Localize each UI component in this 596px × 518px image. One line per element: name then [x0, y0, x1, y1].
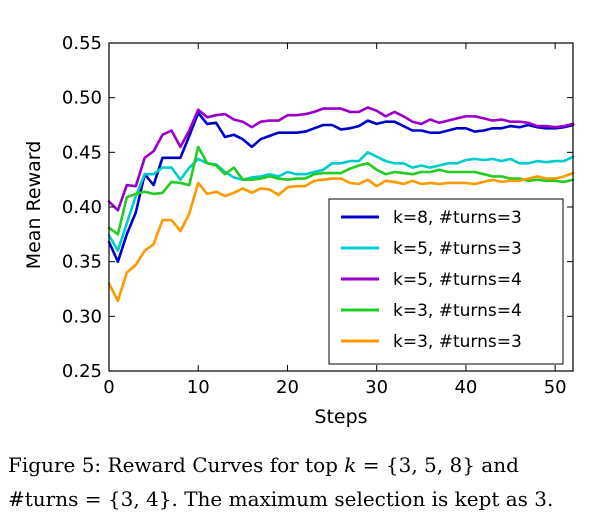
caption-turns-values: = {3, 4}: [78, 487, 172, 511]
x-tick-label: 10: [187, 377, 210, 398]
y-tick-label: 0.35: [62, 252, 102, 273]
caption-line-2: #turns = {3, 4}. The maximum selection i…: [8, 482, 592, 516]
caption-k-values: = {3, 5, 8} and: [356, 453, 519, 477]
series-line-2: [107, 151, 575, 252]
legend-label-2: k=5, #turns=3: [393, 239, 522, 259]
x-tick-label: 30: [365, 377, 388, 398]
legend-label-4: k=3, #turns=4: [393, 301, 522, 321]
y-axis-title: Mean Reward: [23, 141, 45, 270]
legend: k=8, #turns=3 k=5, #turns=3 k=5, #turns=4 k…: [328, 198, 564, 365]
legend-label-3: k=5, #turns=4: [393, 270, 522, 290]
x-tick-label: 40: [454, 377, 477, 398]
series-line-5: [107, 171, 575, 303]
y-tick-label: 0.45: [62, 142, 102, 163]
reward-chart: 0 10 20 30 40 500.250.300.350.400.450.500.55 …: [23, 33, 575, 428]
x-tick-label: 0: [103, 377, 114, 398]
figure-caption: Figure 5: Reward Curves for top k = {3, …: [8, 448, 592, 516]
plot-area: 0 10 20 30 40 50 0.25 0.30 0.35 0.40 0.45 0.50 0.55: [62, 33, 575, 398]
series-line-3: [107, 106, 575, 212]
caption-variable-turns: #turns: [8, 487, 79, 511]
legend-label-5: k=3, #turns=3: [393, 332, 522, 352]
y-tick-label: 0.40: [62, 197, 102, 218]
y-tick-label: 0.50: [62, 88, 102, 109]
series-line-1: [107, 111, 575, 264]
y-tick-label: 0.55: [62, 33, 102, 54]
series-line-4: [107, 145, 575, 236]
legend-label-1: k=8, #turns=3: [393, 208, 522, 228]
y-tick-label: 0.25: [62, 361, 102, 382]
caption-variable-k: k: [344, 453, 357, 477]
caption-suffix: . The maximum selection is kept as 3.: [171, 487, 554, 511]
x-tick-label: 50: [544, 377, 567, 398]
x-axis-title: Steps: [314, 406, 367, 428]
caption-line-1: Figure 5: Reward Curves for top k = {3, …: [8, 448, 592, 482]
x-tick-label: 20: [276, 377, 299, 398]
y-tick-label: 0.30: [62, 306, 102, 327]
caption-prefix: Figure 5: Reward Curves for top: [8, 453, 345, 477]
legend-box: [328, 198, 564, 365]
